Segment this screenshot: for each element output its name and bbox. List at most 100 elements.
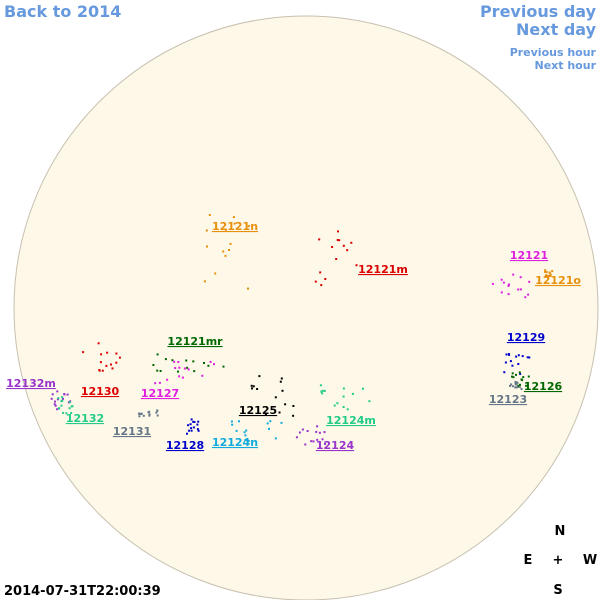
- sunspot: [509, 384, 511, 387]
- sunspot: [65, 412, 68, 415]
- sunspot: [156, 414, 159, 417]
- sunspot: [524, 296, 527, 299]
- sunspot: [56, 390, 59, 393]
- sunspot: [528, 280, 531, 283]
- sunspot: [507, 284, 510, 287]
- sunspot: [251, 387, 253, 390]
- sunspot: [197, 420, 200, 423]
- previous-hour-link[interactable]: Previous hour: [510, 46, 597, 59]
- sunspot: [115, 352, 118, 355]
- sunspot: [56, 408, 59, 411]
- region-label[interactable]: 12124n: [212, 436, 258, 449]
- region-label[interactable]: 12132m: [6, 377, 56, 390]
- back-link[interactable]: Back to 2014: [4, 2, 121, 21]
- sunspot: [511, 372, 514, 375]
- sunspot: [174, 367, 177, 369]
- sunspot: [320, 390, 323, 393]
- region-label[interactable]: 12132: [66, 412, 104, 425]
- sunspot: [306, 430, 309, 432]
- region-label[interactable]: 12121mr: [167, 335, 223, 348]
- sunspot: [517, 363, 520, 365]
- sunspot: [336, 402, 339, 405]
- sunspot: [295, 436, 298, 439]
- region-label[interactable]: 12124m: [326, 414, 376, 427]
- sunspot: [315, 430, 318, 433]
- sunspot: [280, 421, 283, 424]
- region-label[interactable]: 12123: [489, 393, 527, 406]
- region-label[interactable]: 12125: [239, 404, 277, 417]
- previous-day-link[interactable]: Previous day: [480, 2, 597, 21]
- compass-north: N: [555, 524, 566, 539]
- region-label[interactable]: 12121o: [535, 274, 581, 287]
- region-label[interactable]: 12124: [316, 439, 355, 452]
- region-label[interactable]: 12131: [113, 425, 151, 438]
- region-label[interactable]: 12128: [166, 439, 204, 452]
- compass-center: +: [553, 553, 564, 568]
- sunspot: [247, 287, 249, 290]
- next-hour-link[interactable]: Next hour: [535, 59, 597, 72]
- sunspot: [507, 353, 510, 355]
- sunspot: [342, 395, 345, 398]
- sunspot: [222, 250, 225, 253]
- sunspot: [188, 429, 190, 432]
- sunspot: [526, 356, 529, 359]
- region-label[interactable]: 12126: [524, 380, 563, 393]
- sunspot: [511, 375, 513, 378]
- sunspot: [224, 254, 227, 257]
- sunspot: [519, 372, 522, 375]
- sunspot: [178, 366, 181, 369]
- sunspot: [504, 361, 507, 364]
- sunspot: [159, 370, 162, 372]
- sunspot: [512, 273, 515, 276]
- region-label[interactable]: 12130: [81, 385, 120, 398]
- region-label[interactable]: 12127: [141, 387, 179, 400]
- sunspot: [545, 271, 548, 274]
- sunspot: [361, 387, 364, 390]
- sunspot: [549, 275, 552, 277]
- sunspot: [207, 364, 210, 367]
- sunspot: [192, 426, 195, 429]
- compass-east: E: [524, 553, 533, 568]
- region-label[interactable]: 12129: [507, 331, 545, 344]
- sunspot: [518, 385, 521, 388]
- sunspot: [82, 351, 85, 354]
- sunspot: [324, 278, 327, 280]
- next-day-link[interactable]: Next day: [516, 20, 597, 39]
- sunspot: [205, 229, 208, 232]
- sunspot: [156, 369, 159, 372]
- sunspot: [244, 439, 247, 441]
- region-label[interactable]: 12121n: [212, 220, 258, 233]
- sunspot: [519, 276, 522, 279]
- sunspot: [280, 377, 283, 380]
- sunspot: [264, 413, 267, 415]
- sunspot: [177, 370, 179, 373]
- sunspot: [247, 225, 250, 228]
- sunspot: [292, 414, 295, 417]
- sunspot: [256, 388, 259, 390]
- sunspot: [518, 371, 521, 374]
- sunspot: [274, 396, 277, 399]
- sunspot: [258, 375, 261, 378]
- sunspot: [193, 421, 196, 423]
- region-label[interactable]: 12121m: [358, 263, 408, 276]
- sunspot: [235, 429, 238, 432]
- sunspot: [342, 244, 345, 247]
- sunspot: [62, 397, 64, 400]
- sunspot: [368, 400, 371, 403]
- sunspot: [53, 403, 56, 406]
- sunspot: [527, 375, 530, 378]
- sunspot: [519, 288, 522, 291]
- sunspot: [60, 404, 63, 407]
- sunspot: [505, 353, 508, 356]
- sunspot: [549, 273, 552, 276]
- sunspot: [333, 404, 336, 407]
- region-label[interactable]: 12121: [510, 249, 548, 262]
- sunspot: [118, 356, 121, 359]
- sunspot: [324, 442, 326, 445]
- sunspot: [99, 361, 102, 364]
- sunspot: [54, 404, 57, 407]
- sunspot: [142, 414, 145, 417]
- sunspot: [321, 392, 324, 395]
- sunspot: [548, 271, 551, 274]
